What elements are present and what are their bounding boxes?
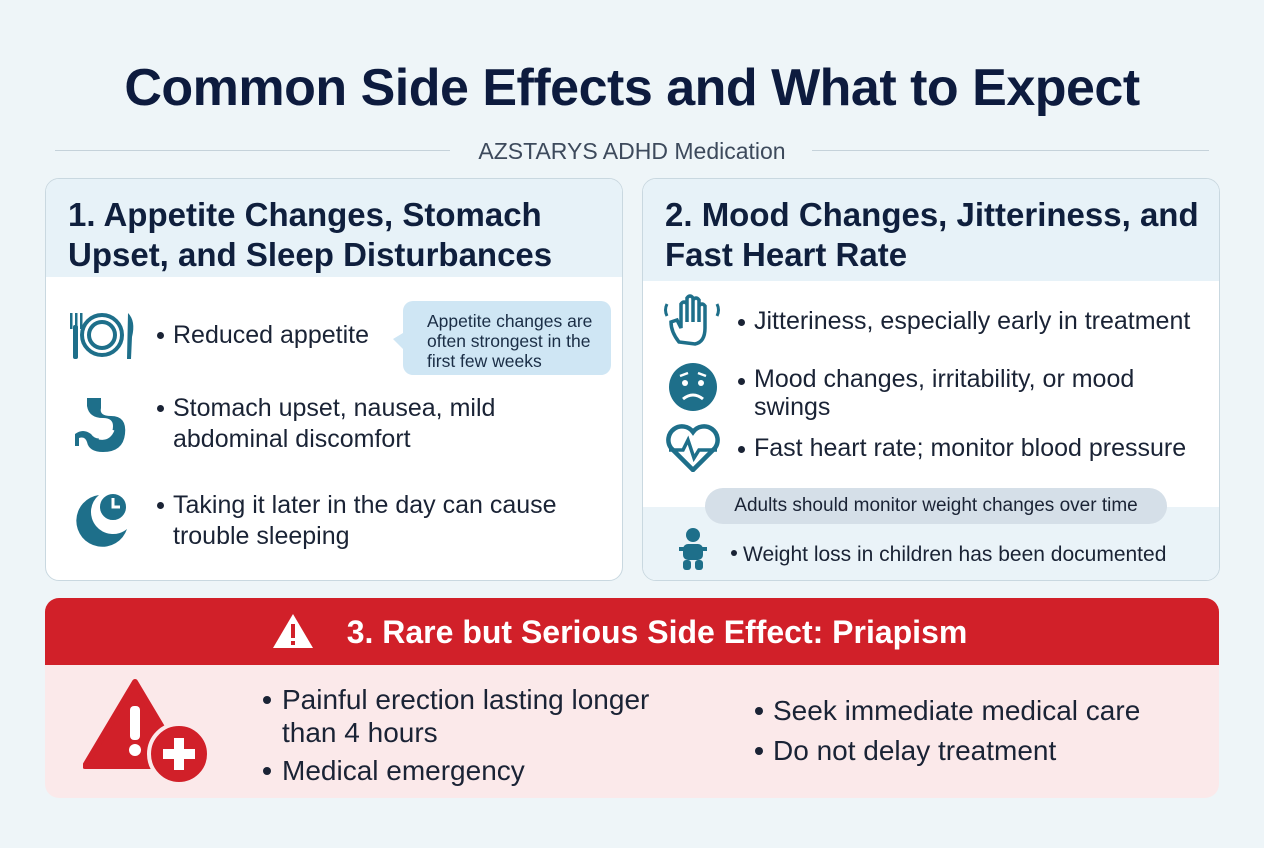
worried-face-icon <box>669 363 717 411</box>
child-icon <box>679 528 707 570</box>
list-item: Weight loss in children has been documen… <box>743 543 1167 566</box>
card-header <box>643 179 1219 281</box>
list-item: Mood changes, irritability, or mood swin… <box>754 365 1135 421</box>
note-pill: Adults should monitor weight changes ove… <box>705 488 1167 524</box>
bullet <box>738 446 745 453</box>
divider <box>812 150 1209 151</box>
moon-clock-icon <box>76 492 128 547</box>
page-title: Common Side Effects and What to Expect <box>124 59 1140 117</box>
warning-icon <box>273 614 313 648</box>
list-item: Medical emergency <box>282 755 525 786</box>
bullet <box>263 696 271 704</box>
bullet <box>755 707 763 715</box>
card-header <box>46 179 622 277</box>
bullet <box>738 319 745 326</box>
divider <box>55 150 450 151</box>
list-item: Painful erection lasting longer than 4 h… <box>282 684 650 748</box>
bullet <box>157 332 164 339</box>
list-item: Seek immediate medical care <box>773 695 1141 726</box>
callout-bubble <box>393 301 611 375</box>
bullet <box>755 747 763 755</box>
hand-icon <box>664 294 720 346</box>
list-item: Fast heart rate; monitor blood pressure <box>754 434 1187 462</box>
warning-card: 3. Rare but Serious Side Effect: Priapis… <box>45 598 1219 798</box>
plate-icon <box>70 313 134 359</box>
list-item: Reduced appetite <box>173 321 369 349</box>
list-item: Stomach upset, nausea, mild abdominal di… <box>173 394 496 453</box>
section-title: 1. Appetite Changes, Stomach Upset, and … <box>68 196 553 273</box>
bullet <box>157 502 164 509</box>
heart-icon <box>666 424 720 472</box>
list-item: Do not delay treatment <box>773 735 1057 766</box>
card-header <box>45 598 1219 665</box>
subtitle: AZSTARYS ADHD Medication <box>478 138 786 164</box>
section-card: 1. Appetite Changes, Stomach Upset, and … <box>45 178 623 581</box>
callout: Appetite changes are often strongest in … <box>427 311 593 371</box>
emergency-icon <box>83 679 211 786</box>
section-card: 2. Mood Changes, Jitteriness, and Fast H… <box>642 178 1220 581</box>
bullet <box>157 405 164 412</box>
list-item: Jitteriness, especially early in treatme… <box>754 307 1191 335</box>
section-title: 2. Mood Changes, Jitteriness, and Fast H… <box>665 196 1199 273</box>
bullet <box>263 767 271 775</box>
list-item: Taking it later in the day can cause tro… <box>173 491 557 550</box>
stomach-icon <box>75 398 126 452</box>
bullet <box>738 378 745 385</box>
section-title: 3. Rare but Serious Side Effect: Priapis… <box>346 614 968 650</box>
bullet <box>731 550 737 556</box>
